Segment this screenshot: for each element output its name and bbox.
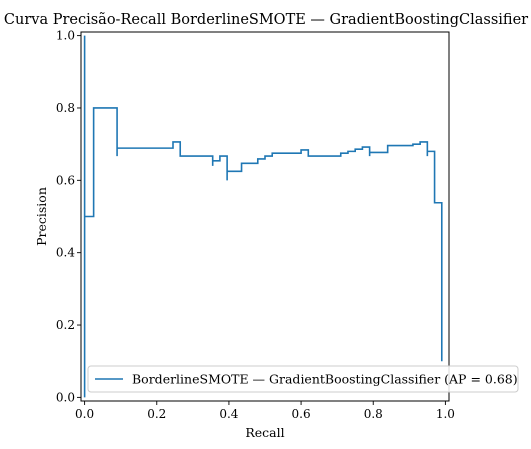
y-tick-label: 1.0 (56, 29, 75, 43)
x-tick-label: 0.4 (219, 407, 238, 421)
chart-title: Curva Precisão-Recall BorderlineSMOTE — … (4, 12, 528, 28)
x-tick-label: 1.0 (436, 407, 455, 421)
x-axis-label: Recall (245, 425, 284, 440)
x-tick-label: 0.0 (75, 407, 94, 421)
legend-entry: BorderlineSMOTE — GradientBoostingClassi… (132, 372, 518, 387)
y-axis-label: Precision (34, 187, 49, 246)
plot-area: 0.0 0.2 0.4 0.6 0.8 1.0 0.0 0.2 0.4 0.6 0.8 1.0 (56, 29, 455, 421)
x-tick-label: 0.2 (147, 407, 166, 421)
plot-frame (80, 31, 450, 402)
y-tick-label: 0.6 (56, 173, 75, 187)
x-tick-label: 0.6 (292, 407, 311, 421)
legend-box (87, 365, 519, 393)
x-axis: 0.0 0.2 0.4 0.6 0.8 1.0 (75, 401, 455, 421)
precision-recall-curve (83, 35, 443, 398)
y-tick-label: 0.8 (56, 101, 75, 115)
y-tick-label: 0.2 (56, 318, 75, 332)
x-tick-label: 0.8 (364, 407, 383, 421)
y-axis: 0.0 0.2 0.4 0.6 0.8 1.0 (56, 29, 81, 404)
y-tick-label: 0.4 (56, 246, 75, 260)
y-tick-label: 0.0 (56, 390, 75, 404)
legend: BorderlineSMOTE — GradientBoostingClassi… (87, 365, 519, 393)
